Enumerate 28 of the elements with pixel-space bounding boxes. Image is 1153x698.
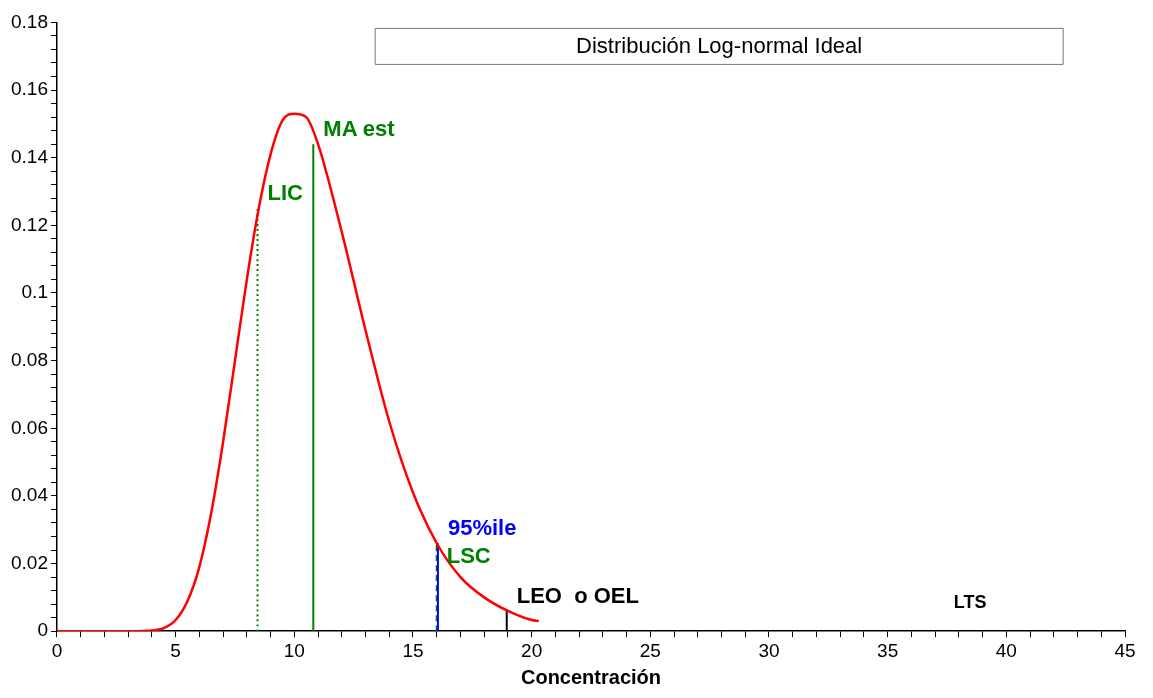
y-tick-label: 0.08 <box>11 348 48 370</box>
y-tick-label: 0.04 <box>11 484 49 506</box>
x-tick-label: 0 <box>51 639 63 661</box>
x-tick-label: 20 <box>521 639 543 661</box>
annotation: LTS <box>953 592 987 613</box>
text: Distribución Log-normal Ideal <box>576 33 863 59</box>
y-tick-label: 0.18 <box>11 10 48 32</box>
series-label: LSC <box>446 543 491 569</box>
x-tick-label: 30 <box>758 639 780 661</box>
x-tick-label: 15 <box>402 639 424 661</box>
y-tick-label: 0.14 <box>11 145 49 167</box>
y-tick-label: 0.12 <box>11 213 48 235</box>
x-tick-label: 5 <box>170 639 181 661</box>
x-axis-title: Concentración <box>520 665 662 688</box>
x-tick-label: 25 <box>639 639 661 661</box>
series-label: 95%ile <box>447 515 517 541</box>
x-tick-label: 35 <box>877 639 899 661</box>
x-tick-label: 45 <box>1114 639 1136 661</box>
y-tick-label: 0 <box>37 619 48 641</box>
series-label: MA est <box>323 116 396 142</box>
series-label: LEO o OEL <box>516 582 639 608</box>
y-tick-label: 0.02 <box>11 551 48 573</box>
y-tick-label: 0.06 <box>11 416 48 438</box>
x-tick-label: 10 <box>283 639 305 661</box>
x-tick-label: 40 <box>995 639 1017 661</box>
y-tick-label: 0.1 <box>21 281 48 303</box>
series-label: LIC <box>267 180 304 206</box>
y-tick-label: 0.16 <box>11 78 48 100</box>
